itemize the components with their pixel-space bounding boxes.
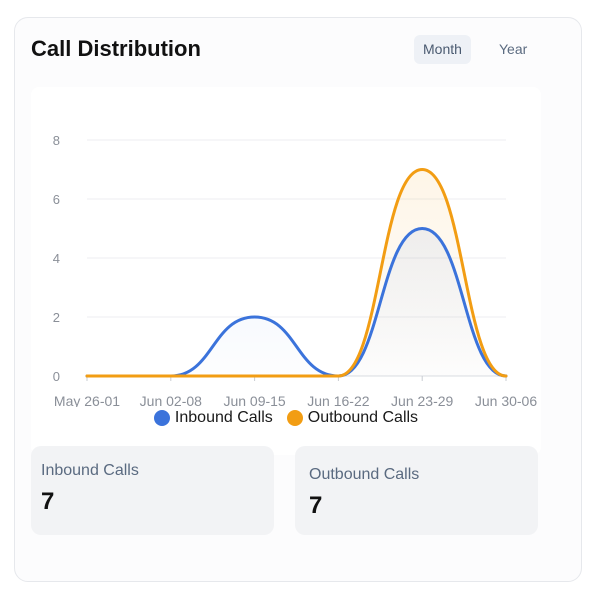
y-tick-label: 4 xyxy=(53,251,60,266)
inbound-stat-label: Inbound Calls xyxy=(41,462,139,479)
inbound-stat-value: 7 xyxy=(41,488,55,515)
card-title: Call Distribution xyxy=(31,36,201,61)
legend-item-outbound[interactable]: Outbound Calls xyxy=(286,409,419,427)
y-tick-label: 0 xyxy=(53,369,60,384)
chart-legend: Inbound Calls Outbound Calls xyxy=(31,409,541,427)
call-distribution-chart: 0 2 4 6 8 May 26-01 Jun 02-08 Jun 09-15 Jun 16-2… xyxy=(53,133,538,407)
y-tick-label: 8 xyxy=(53,133,60,148)
x-tick-label: Jun 23-29 xyxy=(391,393,453,407)
chart-panel: 0 2 4 6 8 May 26-01 Jun 02-08 Jun 09-15 Jun 16-2… xyxy=(31,87,541,455)
y-tick-label: 2 xyxy=(53,310,60,325)
year-toggle-button[interactable]: Year xyxy=(499,41,528,57)
legend-swatch-outbound xyxy=(286,410,303,426)
x-tick-label: Jun 16-22 xyxy=(307,393,369,407)
inbound-area xyxy=(87,228,506,376)
legend-label-outbound: Outbound Calls xyxy=(307,409,419,426)
x-tick-label: Jun 09-15 xyxy=(223,393,285,407)
legend-label-inbound: Inbound Calls xyxy=(174,409,273,426)
x-tick-label: Jun 02-08 xyxy=(140,393,202,407)
outbound-calls-stat: Outbound Calls 7 xyxy=(295,446,538,535)
x-tick-label: Jun 30-06 xyxy=(475,393,537,407)
outbound-stat-label: Outbound Calls xyxy=(309,466,420,483)
x-tick-label: May 26-01 xyxy=(54,393,120,407)
legend-item-inbound[interactable]: Inbound Calls xyxy=(153,409,273,427)
outbound-stat-value: 7 xyxy=(309,492,323,519)
y-tick-label: 6 xyxy=(53,192,60,207)
month-toggle-button[interactable]: Month xyxy=(414,35,471,64)
outbound-line xyxy=(85,168,508,378)
legend-swatch-inbound xyxy=(153,410,170,426)
inbound-calls-stat: Inbound Calls 7 xyxy=(31,446,274,535)
